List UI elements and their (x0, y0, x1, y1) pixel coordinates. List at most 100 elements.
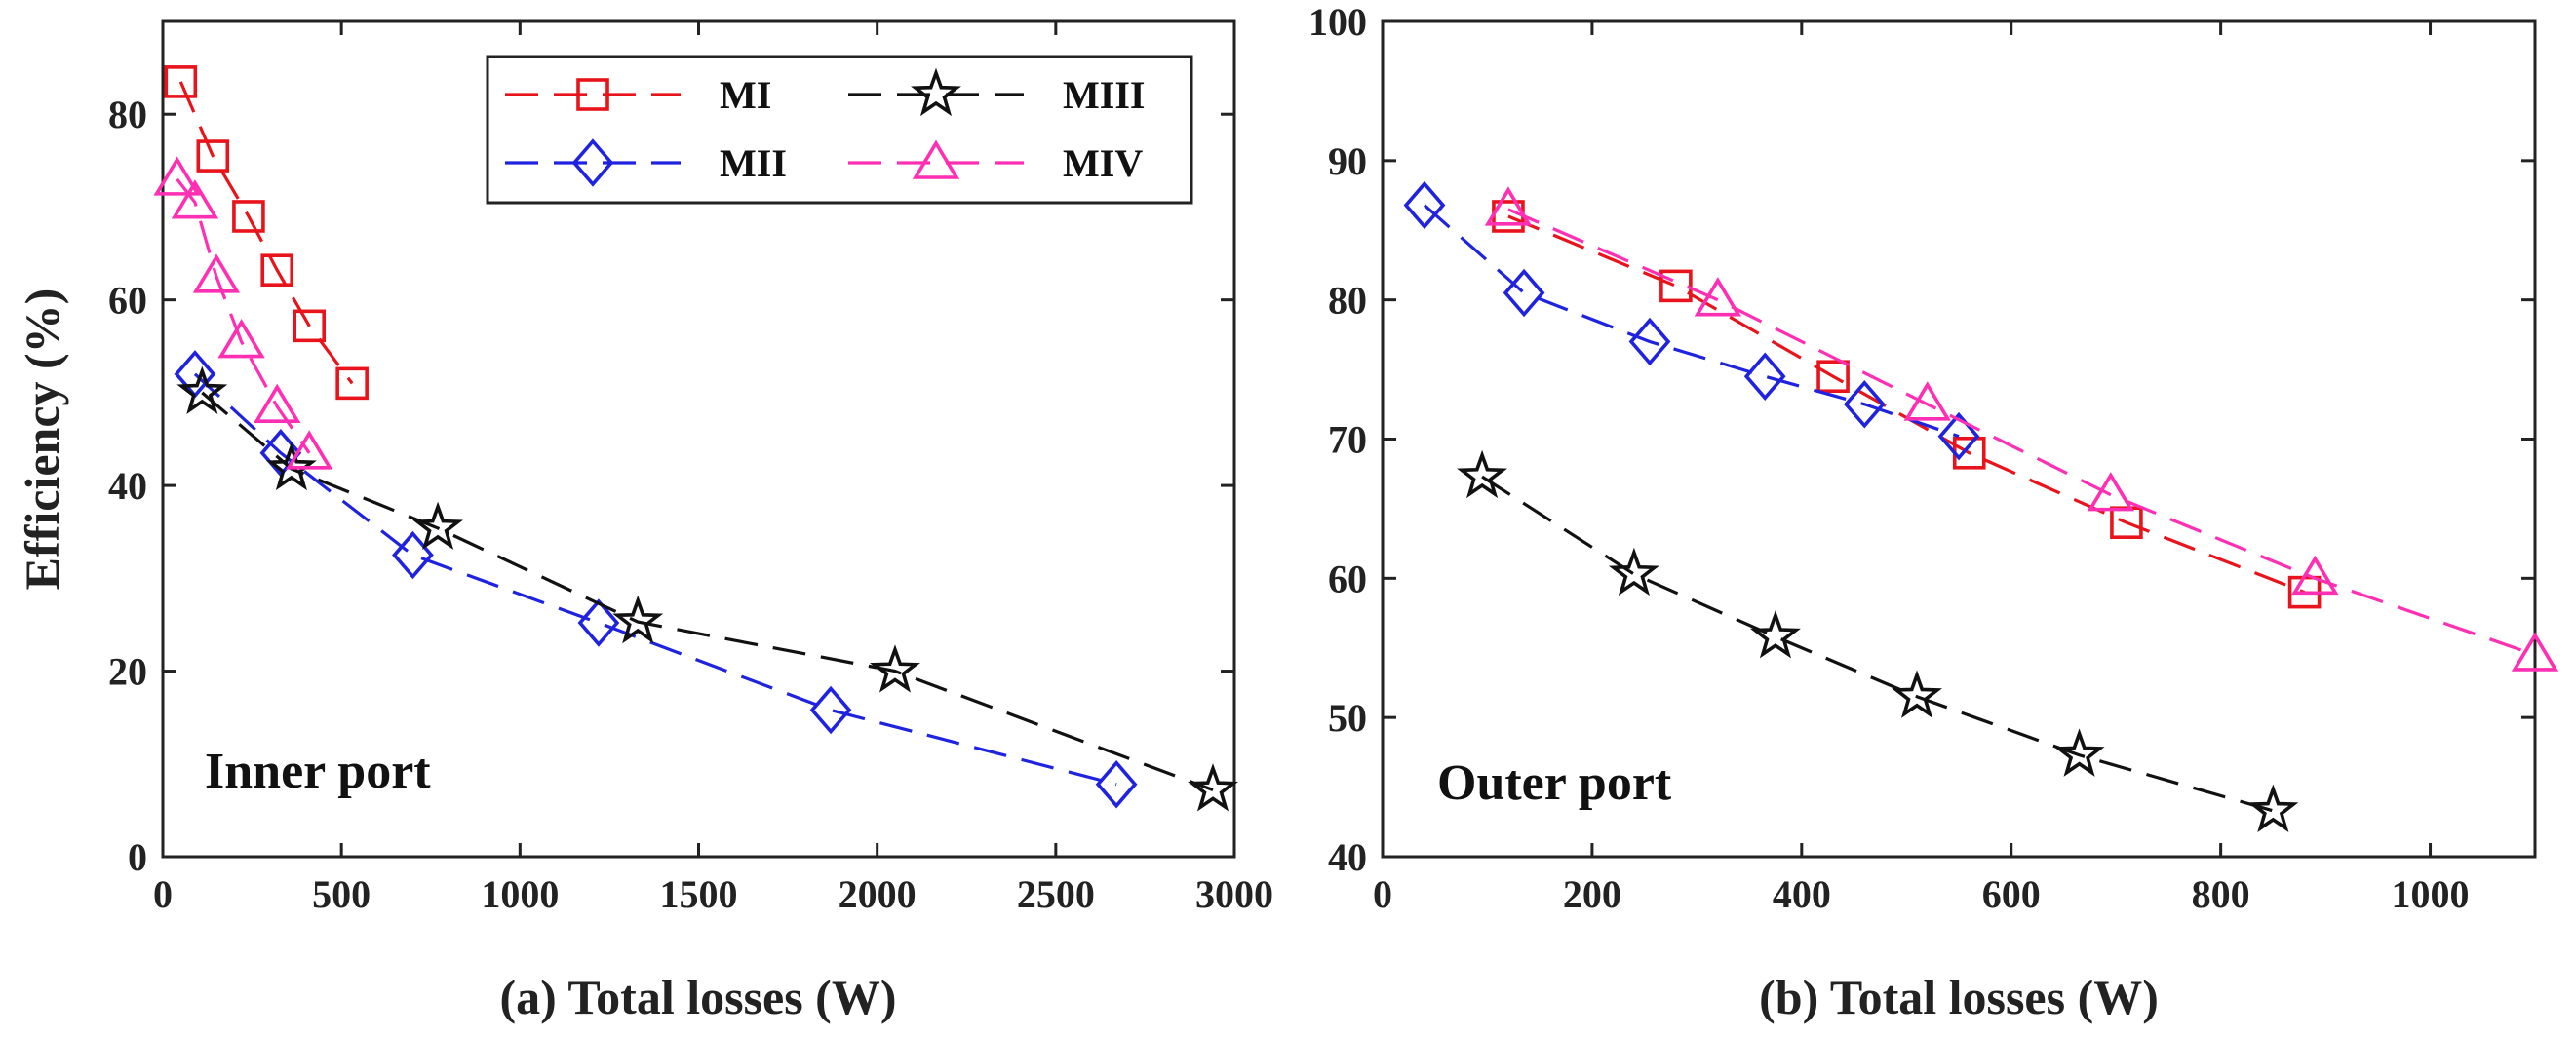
data-point-miv (2511, 632, 2559, 672)
legend-marker (571, 138, 614, 187)
x-tick-label: 0 (153, 872, 173, 916)
data-point-miv (1694, 277, 1742, 317)
legend-item-mii: MII (505, 138, 787, 187)
legend-item-mi: MI (505, 73, 771, 117)
data-point-mii (1628, 317, 1671, 366)
series-line-miii (1481, 475, 2274, 813)
x-tick-label: 0 (1373, 872, 1392, 916)
data-point-mii (1843, 380, 1886, 429)
data-point-miv (192, 253, 241, 293)
series-line-miv (176, 177, 311, 454)
y-tick-label: 90 (1328, 139, 1367, 183)
data-point-miii (1188, 763, 1239, 812)
data-point-mii (1095, 759, 1138, 809)
series-line-miii (201, 391, 1214, 791)
data-point-miii (1749, 609, 1801, 659)
data-point-mii (1403, 180, 1446, 230)
y-tick-label: 40 (108, 464, 147, 508)
data-point-mi (335, 366, 369, 401)
y-tick-label: 40 (1328, 835, 1367, 879)
x-tick-label: 600 (1982, 872, 2041, 916)
legend-label: MIII (1063, 73, 1145, 117)
data-point-mii (392, 530, 434, 580)
data-point-miv (217, 319, 265, 359)
legend-marker (911, 67, 961, 117)
series-miii (1457, 449, 2299, 832)
x-tick-label: 400 (1773, 872, 1831, 916)
series-line-mii (193, 372, 1117, 787)
legend-label: MIV (1063, 141, 1143, 185)
x-tick-label: 500 (312, 872, 371, 916)
data-point-mi (1659, 269, 1693, 303)
x-tick-label: 800 (2192, 872, 2250, 916)
data-point-miii (870, 644, 920, 693)
series-mii (174, 350, 1138, 809)
legend-label: MI (720, 73, 771, 117)
x-axis-label: (a) Total losses (W) (500, 970, 897, 1024)
legend-label: MII (720, 141, 787, 185)
data-point-mi (260, 253, 294, 287)
data-point-mi (196, 139, 230, 173)
panel-a-chart: 0 500 1000 1500 2000 2500 3000 0 20 40 60 80 (a) Tot… (15, 19, 1273, 1024)
x-tick-label: 1500 (660, 872, 738, 916)
data-point-mi (232, 200, 265, 233)
x-tick-label: 2000 (839, 872, 917, 916)
data-point-miv (2291, 555, 2339, 596)
data-point-miii (1892, 670, 1943, 718)
x-axis-label: (b) Total losses (W) (1759, 970, 2159, 1024)
x-tick-label: 1000 (481, 872, 559, 916)
data-point-miv (153, 156, 201, 196)
data-point-mi (164, 65, 198, 98)
legend-marker (912, 139, 960, 179)
y-tick-label: 60 (108, 279, 147, 323)
legend: MI MII MIII MIV (486, 55, 1193, 205)
data-point-miv (254, 383, 301, 423)
y-tick-label: 0 (128, 835, 147, 879)
y-axis-label: Efficiency (%) (15, 288, 69, 591)
data-point-miv (1484, 186, 1533, 226)
y-tick-label: 60 (1328, 557, 1367, 600)
legend-item-miv: MIV (848, 139, 1143, 185)
data-point-miii (612, 595, 664, 644)
data-point-mii (577, 598, 620, 647)
series-miii (176, 365, 1239, 812)
y-tick-label: 50 (1328, 696, 1367, 740)
y-tick-label: 20 (108, 650, 147, 694)
panel-b-chart: 0 200 400 600 800 1000 40 50 60 70 80 90 100 (b) Tota… (1308, 0, 2559, 1024)
x-tick-label: 200 (1563, 872, 1621, 916)
series-line-mi (178, 81, 354, 385)
series-miv (153, 156, 333, 470)
y-tick-label: 80 (108, 93, 147, 136)
data-point-miv (1903, 381, 1951, 421)
x-tick-label: 2500 (1017, 872, 1095, 916)
series-line-mi (1507, 214, 2306, 595)
data-point-mi (1816, 360, 1850, 394)
y-tick-label: 80 (1328, 279, 1367, 323)
data-point-miv (171, 179, 219, 219)
y-tick-label: 100 (1308, 0, 1367, 44)
series-line-miv (1507, 208, 2536, 657)
port-annotation: Inner port (205, 744, 431, 799)
data-point-mi (293, 309, 326, 343)
data-point-miii (1457, 449, 1508, 499)
data-point-miii (2247, 784, 2299, 832)
data-point-mii (1937, 411, 1980, 461)
data-point-miii (412, 501, 464, 551)
data-point-mii (1503, 268, 1545, 318)
port-annotation: Outer port (1437, 755, 1672, 811)
series-mii (1403, 180, 1980, 461)
data-point-mii (1743, 352, 1786, 401)
series-mi (164, 65, 369, 401)
legend-marker (576, 78, 609, 111)
y-tick-label: 70 (1328, 418, 1367, 462)
data-point-miii (1608, 547, 1659, 596)
data-point-mii (809, 685, 852, 735)
data-point-miii (2053, 728, 2105, 777)
series-mi (1492, 200, 2322, 609)
series-miv (1484, 186, 2559, 672)
data-point-miv (2087, 472, 2134, 512)
data-point-miii (265, 442, 317, 491)
x-tick-label: 1000 (2392, 872, 2470, 916)
data-point-miv (286, 430, 333, 470)
